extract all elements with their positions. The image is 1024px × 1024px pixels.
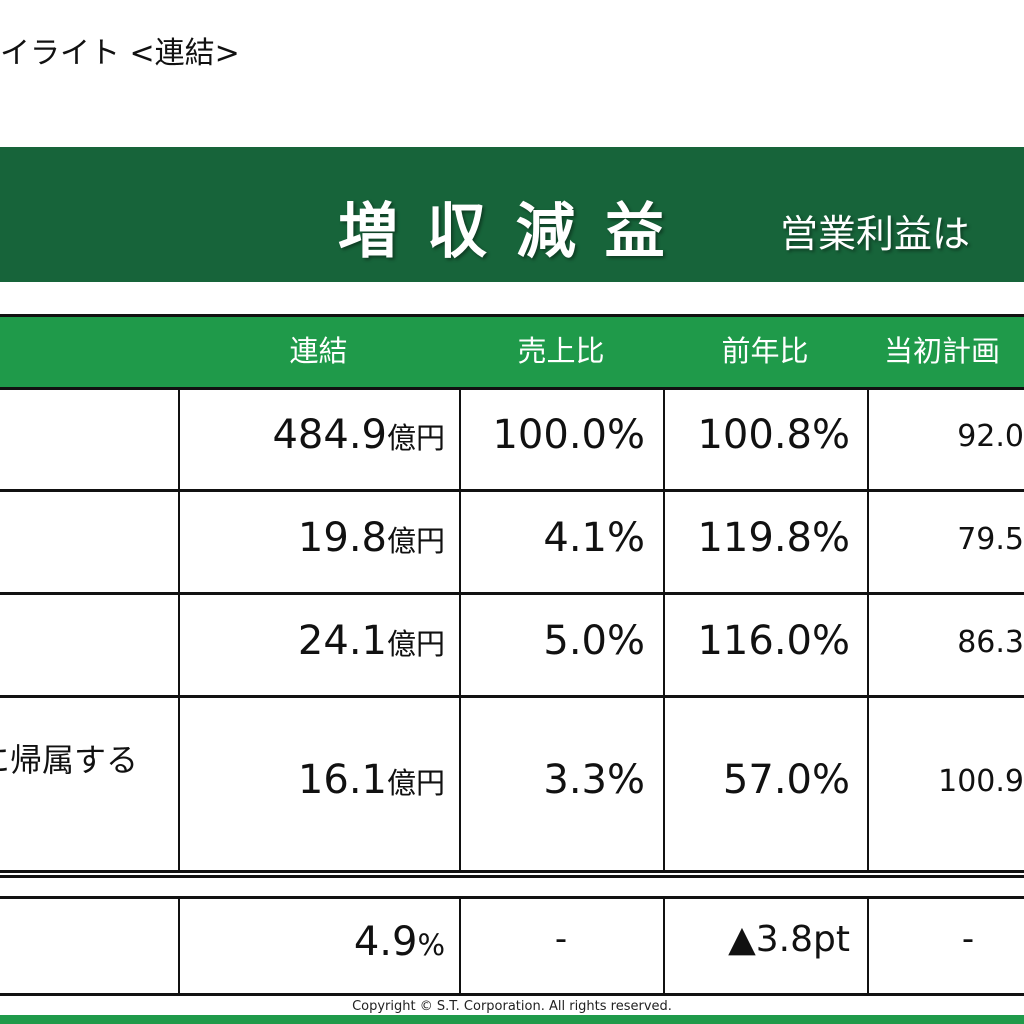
grid-line — [0, 896, 1024, 899]
cell: 86.3 — [957, 624, 1024, 660]
grid-line — [0, 870, 1024, 873]
grid-line — [867, 896, 869, 993]
cell: 57.0% — [722, 757, 850, 803]
grid-line — [0, 387, 1024, 390]
unit: 億円 — [386, 626, 445, 661]
slide-title: イライト <連結> — [0, 36, 240, 71]
amount: 24.1 — [297, 617, 387, 664]
grid-line — [178, 896, 180, 993]
header-cell — [459, 316, 663, 387]
unit: % — [417, 927, 445, 962]
grid-line — [663, 387, 665, 871]
cell: 5.0% — [543, 617, 645, 664]
amount: 484.9 — [272, 412, 387, 458]
cell: 4.1% — [543, 514, 645, 561]
grid-line — [0, 993, 1024, 996]
amount-cell: 484.9億円 — [272, 412, 445, 458]
grid-line — [0, 875, 1024, 878]
unit: 億円 — [386, 523, 445, 558]
copyright: Copyright © S.T. Corporation. All rights… — [352, 999, 672, 1014]
amount: 19.8 — [297, 514, 387, 561]
grid-line — [0, 592, 1024, 595]
cell: 3.3% — [543, 757, 645, 803]
column-header: 前年比 — [721, 334, 809, 368]
header-cell — [867, 316, 1024, 387]
amount: 16.1 — [297, 757, 387, 803]
amount: 4.9 — [353, 918, 418, 965]
cell: - — [961, 918, 975, 959]
cell: - — [554, 918, 568, 959]
amount-cell: 19.8億円 — [298, 515, 445, 561]
row-label: に帰属する — [0, 741, 139, 779]
banner-subhead: 営業利益は — [780, 212, 971, 256]
unit: 億円 — [386, 766, 445, 800]
grid-line — [0, 489, 1024, 492]
cell: ▲3.8pt — [728, 918, 850, 960]
cell: 116.0% — [697, 617, 850, 664]
cell: 100.8% — [697, 412, 850, 458]
cell: 100.9 — [938, 764, 1024, 799]
grid-line — [0, 695, 1024, 698]
amount-cell: 24.1億円 — [298, 618, 445, 664]
amount-cell: 16.1億円 — [298, 757, 445, 803]
grid-line — [459, 387, 461, 871]
cell: 119.8% — [697, 514, 850, 561]
grid-line — [459, 896, 461, 993]
column-header: 連結 — [289, 334, 348, 368]
amount-cell: 4.9% — [354, 919, 445, 965]
header-cell — [178, 316, 459, 387]
footer-bar — [0, 1015, 1024, 1024]
column-header: 売上比 — [517, 334, 605, 368]
grid-line — [178, 387, 180, 871]
header-cell — [663, 316, 867, 387]
grid-line — [867, 387, 869, 871]
unit: 億円 — [386, 421, 445, 455]
header-cell — [0, 316, 178, 387]
cell: 79.5 — [957, 521, 1024, 557]
banner-headline: 増 収 減 益 — [338, 197, 669, 267]
cell: 92.0 — [957, 419, 1024, 454]
grid-line — [0, 314, 1024, 317]
grid-line — [663, 896, 665, 993]
banner — [0, 147, 1024, 282]
column-header: 当初計画 — [883, 334, 1000, 368]
cell: 100.0% — [492, 412, 645, 458]
